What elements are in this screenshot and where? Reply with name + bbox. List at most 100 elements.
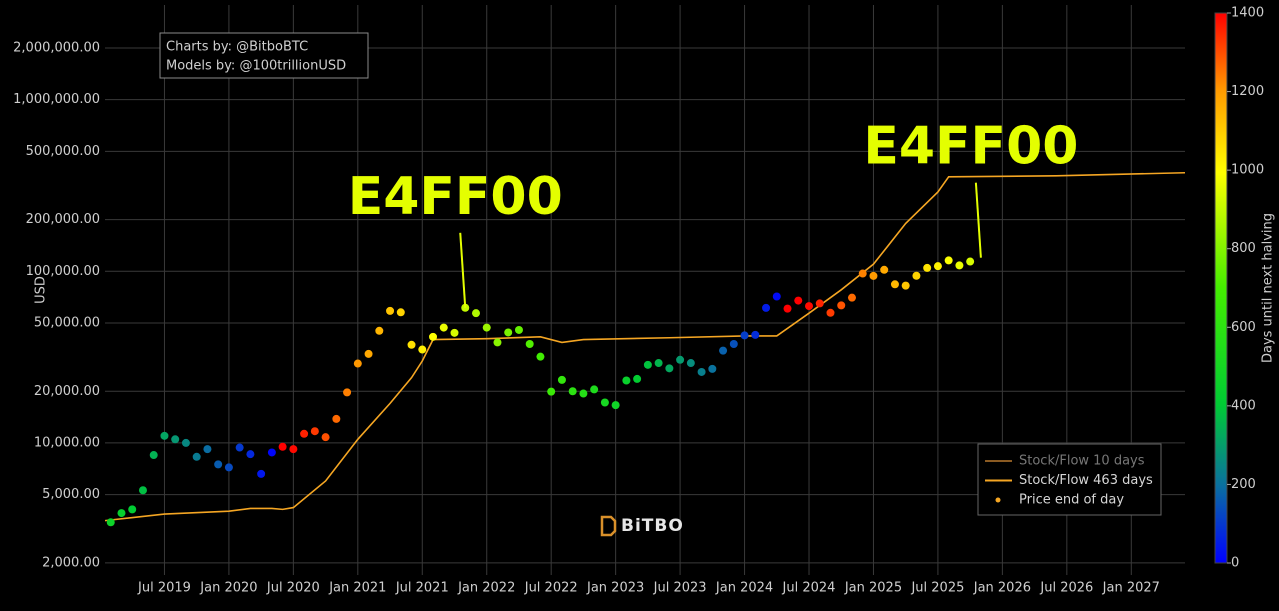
price-dot xyxy=(429,332,438,341)
price-dot xyxy=(235,443,244,452)
price-dot xyxy=(547,387,556,396)
legend-label[interactable]: Stock/Flow 10 days xyxy=(1019,454,1145,469)
x-tick-label: Jul 2020 xyxy=(266,581,320,596)
price-dot xyxy=(364,349,373,358)
price-dot xyxy=(192,452,201,461)
price-dot xyxy=(149,451,158,460)
colorbar-tick-label: 1000 xyxy=(1231,163,1264,178)
price-dot xyxy=(117,509,126,518)
price-dot xyxy=(514,325,523,334)
overlay: Charts by: @BitboBTC Models by: @100tril… xyxy=(34,6,1276,571)
price-dot xyxy=(933,262,942,271)
price-dot xyxy=(966,257,975,266)
x-tick-label: Jul 2022 xyxy=(524,581,578,596)
price-dot xyxy=(794,296,803,305)
price-dot xyxy=(289,445,298,454)
price-dot xyxy=(783,304,792,313)
price-dot xyxy=(643,360,652,369)
annotation-pointer xyxy=(459,232,467,308)
price-dot xyxy=(568,387,577,396)
legend-label[interactable]: Price end of day xyxy=(1019,493,1124,508)
y-tick-label: 5,000.00 xyxy=(42,487,100,502)
price-dot xyxy=(353,359,362,368)
price-dot xyxy=(267,448,276,457)
price-dot xyxy=(407,340,416,349)
price-dot xyxy=(203,445,212,454)
price-dot xyxy=(600,398,609,407)
colorbar-tick-label: 600 xyxy=(1231,320,1256,335)
colorbar xyxy=(1214,12,1228,564)
price-dot xyxy=(171,435,180,444)
price-dot xyxy=(697,367,706,376)
credits-line: Models by: @100trillionUSD xyxy=(166,59,346,74)
price-dot xyxy=(375,326,384,335)
price-dot xyxy=(96,517,104,525)
price-dot xyxy=(557,375,566,384)
price-dot xyxy=(224,463,233,472)
logo-text: BiTBO xyxy=(621,516,684,536)
x-tick-label: Jul 2019 xyxy=(137,581,191,596)
y-axis-title: USD xyxy=(34,276,49,304)
colorbar-title: Days until next halving xyxy=(1261,213,1276,363)
grid: 2,000.00 5,000.00 10,000.00 20,000.00 50,000… xyxy=(13,5,1185,596)
price-dot xyxy=(890,280,899,289)
price-dot xyxy=(858,269,867,278)
price-dot xyxy=(504,328,513,337)
x-tick-label: Jan 2024 xyxy=(715,581,773,596)
price-dot xyxy=(160,431,169,440)
legend-label[interactable]: Stock/Flow 463 days xyxy=(1019,473,1153,488)
price-dot xyxy=(343,388,352,397)
price-dot xyxy=(880,265,889,274)
legend-swatch xyxy=(995,497,1001,503)
price-dot xyxy=(665,364,674,373)
price-dot xyxy=(686,359,695,368)
price-dot xyxy=(278,442,287,451)
y-tick-label: 20,000.00 xyxy=(34,384,100,399)
price-dot xyxy=(471,309,480,318)
price-dot xyxy=(396,308,405,317)
price-dot xyxy=(536,352,545,361)
price-dot xyxy=(482,323,491,332)
price-dot xyxy=(310,427,319,436)
price-dot xyxy=(246,450,255,459)
x-tick-label: Jan 2026 xyxy=(973,581,1031,596)
price-dot xyxy=(128,505,137,514)
price-dot xyxy=(181,438,190,447)
y-tick-label: 10,000.00 xyxy=(34,435,100,450)
price-dot xyxy=(815,299,824,308)
price-dot xyxy=(955,261,964,270)
price-dot xyxy=(654,359,663,368)
y-tick-label: 2,000,000.00 xyxy=(13,40,100,55)
x-tick-label: Jul 2026 xyxy=(1039,581,1093,596)
price-dot xyxy=(912,271,921,280)
colorbar-tick-label: 1400 xyxy=(1231,6,1264,21)
price-dot xyxy=(525,339,534,348)
annotation-text: E4FF00 xyxy=(863,117,1078,177)
annotation-text: E4FF00 xyxy=(348,167,563,227)
colorbar-tick-label: 200 xyxy=(1231,477,1256,492)
y-tick-label: 500,000.00 xyxy=(26,144,100,159)
colorbar-tick-label: 400 xyxy=(1231,398,1256,413)
price-dot xyxy=(676,355,685,364)
y-tick-label: 2,000.00 xyxy=(42,555,100,570)
price-dot xyxy=(106,518,115,527)
price-dot xyxy=(729,339,738,348)
price-dot xyxy=(622,376,631,385)
price-dot xyxy=(138,486,147,495)
x-tick-label: Jan 2022 xyxy=(457,581,515,596)
price-dot xyxy=(579,389,588,398)
price-dot xyxy=(847,293,856,302)
price-dot xyxy=(300,429,309,438)
plot-area xyxy=(96,171,1185,527)
price-dot xyxy=(439,323,448,332)
x-tick-label: Jan 2023 xyxy=(586,581,644,596)
credits-line: Charts by: @BitboBTC xyxy=(166,40,308,55)
x-tick-label: Jan 2027 xyxy=(1102,581,1160,596)
x-tick-label: Jul 2025 xyxy=(910,581,964,596)
price-dot xyxy=(923,263,932,272)
logo: BiTBO xyxy=(600,515,684,537)
x-tick-label: Jan 2021 xyxy=(328,581,386,596)
price-dot xyxy=(869,271,878,280)
logo-icon xyxy=(600,515,617,537)
price-dot xyxy=(837,301,846,310)
